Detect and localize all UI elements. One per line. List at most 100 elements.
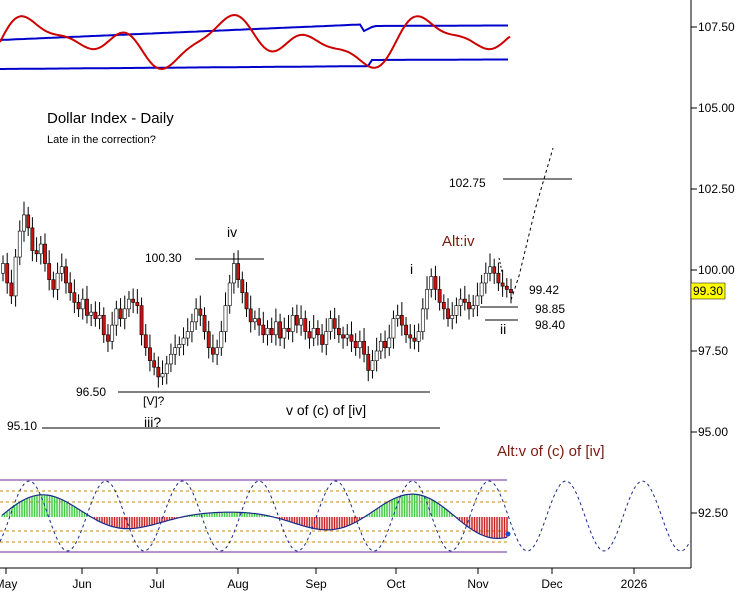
- candle-body: [387, 337, 392, 349]
- candle-body: [244, 292, 249, 310]
- candle-body: [164, 363, 169, 374]
- candle-body: [181, 337, 186, 345]
- x-tick-label: Jun: [72, 577, 91, 591]
- level-label-98-40: 98.40: [535, 318, 565, 332]
- candle-body: [500, 282, 505, 287]
- candle-body: [240, 279, 245, 293]
- x-tick-label: Sep: [305, 577, 327, 591]
- candle-body: [273, 321, 278, 336]
- candle-body: [257, 318, 261, 326]
- candle-body: [101, 315, 106, 336]
- y-tick-label: 107.50: [698, 20, 735, 34]
- candle-body: [219, 331, 224, 349]
- candle-body: [307, 331, 312, 339]
- candle-body: [232, 263, 236, 284]
- candle-body: [357, 340, 362, 349]
- x-tick-label: Dec: [541, 577, 562, 591]
- candle-body: [173, 347, 178, 355]
- last-price-box: [690, 282, 726, 300]
- candle-body: [353, 340, 358, 349]
- candle-body: [399, 315, 404, 326]
- y-tick-label: 102.50: [698, 182, 735, 196]
- y-tick-label: 97.50: [698, 344, 728, 358]
- candle-body: [34, 250, 39, 255]
- wave-label-i: i: [410, 261, 413, 277]
- candle-body: [59, 266, 64, 274]
- candle-body: [492, 266, 497, 274]
- candle-body: [194, 308, 199, 323]
- chart-title: Dollar Index - Daily: [47, 110, 174, 127]
- candle-body: [269, 328, 274, 336]
- candle-body: [131, 298, 136, 303]
- candle-body: [80, 298, 85, 310]
- level-label-95-10: 95.10: [7, 419, 37, 433]
- candle-body: [9, 282, 14, 297]
- candle-body: [483, 272, 488, 284]
- candle-body: [261, 324, 266, 336]
- level-label-96-50: 96.50: [76, 385, 106, 399]
- candle-body: [294, 315, 299, 326]
- candle-body: [26, 214, 31, 229]
- candle-body: [68, 282, 73, 293]
- chart-subtitle: Late in the correction?: [47, 134, 156, 146]
- candle-body: [110, 324, 115, 342]
- candle-body: [185, 331, 190, 339]
- x-tick-label: Nov: [467, 577, 488, 591]
- candle-body: [450, 315, 455, 319]
- candle-body: [433, 276, 438, 290]
- wave-label-v-bracket: [V]?: [143, 394, 165, 408]
- cycle-current-dot: [505, 531, 511, 537]
- candle-body: [454, 305, 459, 316]
- candle-body: [299, 318, 303, 326]
- candle-body: [336, 328, 341, 336]
- candle-body: [152, 360, 157, 368]
- candle-body: [143, 334, 148, 349]
- wave-label-iv: iv: [227, 224, 237, 240]
- candle-body: [412, 337, 417, 342]
- candle-body: [215, 347, 220, 355]
- candle-body: [496, 272, 501, 284]
- candle-body: [290, 315, 295, 332]
- x-tick-label: Oct: [387, 577, 406, 591]
- candle-body: [97, 315, 102, 319]
- alt-label-iv: Alt:iv: [442, 233, 475, 250]
- candle-body: [320, 334, 324, 345]
- x-tick-label: Aug: [227, 577, 248, 591]
- candle-body: [374, 350, 379, 362]
- candle-body: [488, 266, 492, 274]
- alt-label-v-of-c-of-iv: Alt:v of (c) of [iv]: [497, 443, 605, 460]
- histogram-signal-line: [1, 493, 508, 540]
- candle-body: [416, 331, 421, 342]
- candle-body: [349, 334, 354, 342]
- bottom-indicator-panel: [0, 479, 691, 553]
- candle-body: [43, 243, 47, 264]
- candle-body: [47, 263, 52, 281]
- candle-body: [72, 292, 77, 303]
- candle-body: [362, 340, 366, 355]
- candle-body: [504, 285, 509, 290]
- upper-band-line: [0, 23, 508, 41]
- level-label-100-30: 100.30: [145, 251, 182, 265]
- candle-body: [114, 308, 119, 326]
- candle-body: [378, 340, 383, 352]
- level-label-98-85: 98.85: [535, 302, 565, 316]
- candle-body: [5, 263, 10, 284]
- lower-band-line: [0, 58, 508, 70]
- candle-body: [366, 353, 371, 371]
- candle-body: [429, 276, 434, 290]
- candle-body: [85, 298, 89, 316]
- candle-body: [441, 302, 446, 310]
- candle-body: [202, 315, 207, 332]
- candle-body: [106, 334, 110, 342]
- candle-body: [89, 311, 94, 316]
- last-price-label: 99.30: [693, 284, 723, 298]
- candle-body: [332, 318, 337, 329]
- wave-label-v-of-c-of-iv: v of (c) of [iv]: [286, 402, 366, 418]
- candle-body: [38, 243, 43, 255]
- candle-body: [370, 360, 375, 371]
- candle-body: [64, 266, 68, 284]
- level-label-99-42: 99.42: [529, 283, 559, 297]
- projected-path-marker: [498, 257, 503, 273]
- y-tick-label: 105.00: [698, 101, 735, 115]
